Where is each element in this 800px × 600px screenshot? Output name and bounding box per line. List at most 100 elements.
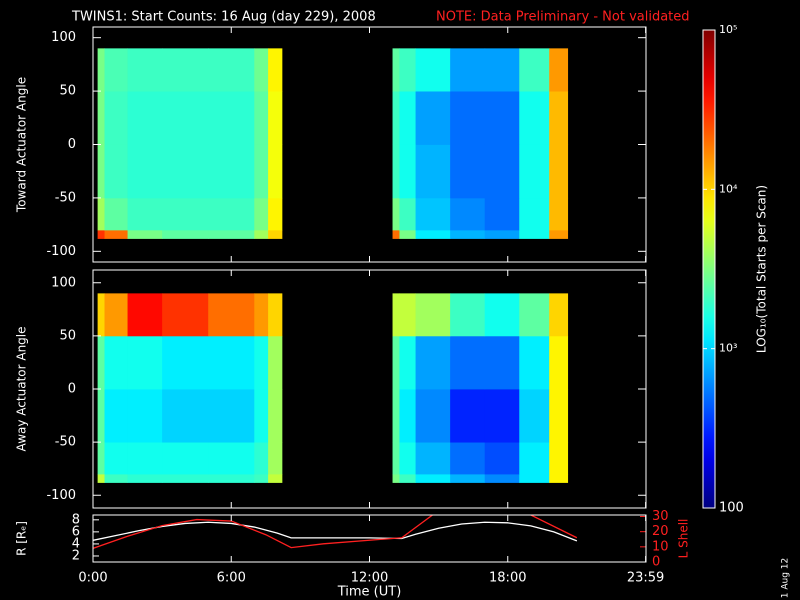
heat-cell (415, 389, 451, 443)
heat-cell (208, 389, 255, 443)
y2-axis-label: L Shell (677, 519, 691, 559)
heat-cell (450, 389, 486, 443)
y2-tick-label: 20 (652, 524, 669, 539)
y-tick-label: -100 (46, 488, 76, 503)
heat-cell (392, 335, 400, 390)
heat-cell (392, 442, 400, 475)
heat-cell (392, 48, 400, 92)
heat-cell (415, 91, 451, 145)
heat-cell (415, 144, 451, 199)
y2-tick-label: 10 (652, 539, 669, 554)
heat-cell (268, 229, 283, 239)
heat-cell (127, 229, 163, 239)
heat-cell (399, 335, 416, 390)
colorbar-tick-label: 10⁵ (719, 23, 737, 36)
panel-frame (92, 26, 647, 263)
heat-cell (519, 442, 550, 475)
heat-cell (415, 442, 451, 475)
heat-cell (450, 229, 486, 239)
y-tick-label: 8 (72, 512, 80, 527)
heat-cell (399, 91, 416, 145)
heat-cell (97, 474, 105, 483)
heat-cell (415, 293, 451, 337)
heat-cell (254, 48, 269, 92)
heat-cell (104, 91, 128, 145)
heat-cell (392, 389, 400, 443)
y-tick-label: 50 (59, 328, 76, 343)
heat-cell (519, 197, 550, 231)
y-tick-label: 50 (59, 84, 76, 99)
heat-cell (484, 48, 520, 92)
heat-cell (162, 389, 209, 443)
heat-cell (450, 293, 486, 337)
heat-cell (162, 48, 209, 92)
heat-cell (104, 48, 128, 92)
heat-cell (450, 197, 486, 231)
heat-cell (549, 197, 569, 231)
heat-cell (399, 442, 416, 475)
panel-frame (92, 269, 647, 509)
heat-cell (162, 197, 209, 231)
heat-cell (519, 91, 550, 145)
y-tick-label: 0 (68, 137, 76, 152)
heat-cell (254, 293, 269, 337)
heat-cell (399, 197, 416, 231)
colorbar-tick-label: 100 (719, 501, 744, 516)
heat-cell (399, 229, 416, 239)
heat-cell (127, 389, 163, 443)
heat-cell (268, 197, 283, 231)
y-axis-label: Toward Actuator Angle (15, 77, 29, 213)
note: NOTE: Data Preliminary - Not validated (436, 10, 690, 25)
chart-title: TWINS1: Start Counts: 16 Aug (day 229), … (71, 10, 376, 25)
heat-cell (450, 474, 486, 483)
colorbar-tick-label: 10³ (719, 342, 737, 355)
heat-cell (484, 474, 520, 483)
colorbar-label: LOG₁₀(Total Starts per Scan) (755, 185, 769, 353)
heat-cell (254, 335, 269, 390)
heat-cell (127, 474, 163, 483)
x-tick-label: 0:00 (78, 571, 107, 586)
heat-cell (484, 229, 520, 239)
heat-cell (254, 91, 269, 145)
heat-cell (450, 442, 486, 475)
y-tick-label: 100 (51, 30, 76, 45)
heat-cell (97, 335, 105, 390)
panel-frame (92, 514, 647, 563)
y-axis-label: R [Rₑ] (15, 521, 29, 556)
heat-cell (104, 474, 128, 483)
heat-cell (392, 91, 400, 145)
heat-cell (268, 144, 283, 199)
heat-cell (484, 197, 520, 231)
heat-cell (549, 293, 569, 337)
y2-tick-label: 30 (652, 509, 669, 524)
heat-cell (127, 197, 163, 231)
heat-cell (268, 293, 283, 337)
heat-cell (519, 389, 550, 443)
heat-cell (162, 335, 209, 390)
x-tick-label: 18:00 (489, 571, 526, 586)
y-tick-label: -50 (55, 190, 76, 205)
heat-cell (97, 229, 105, 239)
heat-cell (268, 442, 283, 475)
colorbar (702, 29, 716, 509)
heat-cell (208, 229, 255, 239)
heat-cell (254, 389, 269, 443)
heat-cell (104, 293, 128, 337)
heat-cell (549, 474, 569, 483)
heat-cell (208, 144, 255, 199)
heat-cell (484, 91, 520, 145)
heat-cell (415, 197, 451, 231)
heat-cell (415, 229, 451, 239)
heat-cell (104, 197, 128, 231)
heat-cell (519, 229, 550, 239)
heat-cell (254, 442, 269, 475)
heat-cell (127, 442, 163, 475)
heat-cell (484, 442, 520, 475)
heat-cell (399, 293, 416, 337)
heat-cell (97, 389, 105, 443)
heat-cell (392, 197, 400, 231)
heat-cell (127, 293, 163, 337)
heat-cell (415, 474, 451, 483)
x-axis-label: Time (UT) (337, 585, 402, 600)
